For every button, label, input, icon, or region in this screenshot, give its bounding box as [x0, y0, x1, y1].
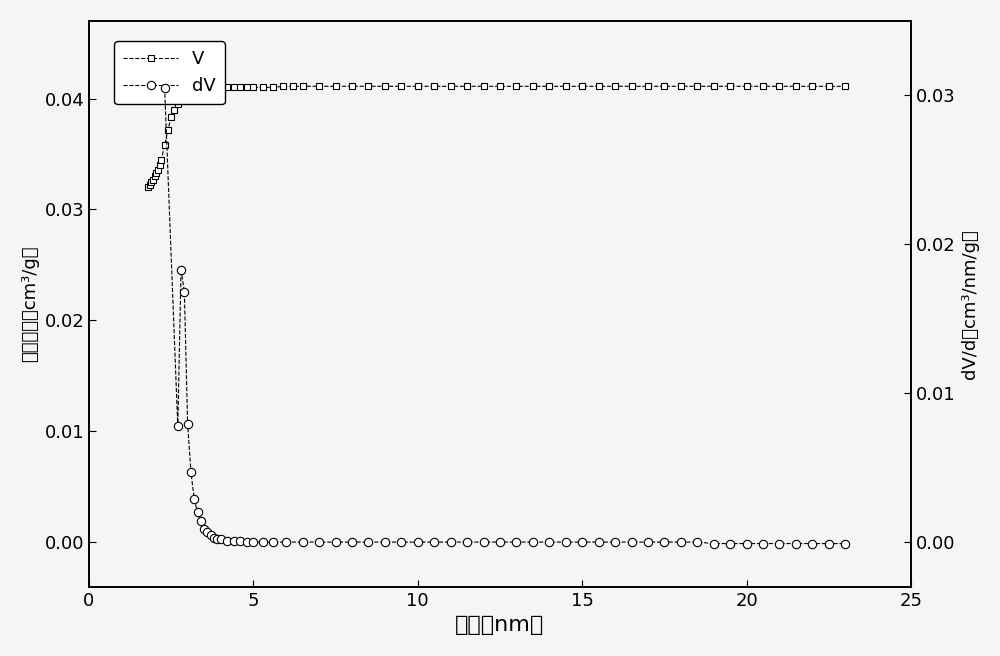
V — [346, 83, 358, 91]
V — [198, 85, 210, 92]
dV — [178, 288, 190, 296]
V — [691, 83, 703, 91]
X-axis label: 孔径（nm）: 孔径（nm） — [455, 615, 545, 635]
dV — [159, 84, 171, 92]
V — [142, 183, 154, 191]
V — [839, 83, 851, 91]
Line: V: V — [145, 83, 849, 191]
dV — [560, 538, 572, 546]
dV — [708, 540, 720, 548]
Y-axis label: dV/d（cm³/nm/g）: dV/d（cm³/nm/g） — [961, 229, 979, 379]
Line: dV: dV — [160, 84, 849, 548]
V — [277, 83, 289, 91]
V — [675, 83, 687, 91]
V — [182, 90, 194, 98]
Legend: V, dV: V, dV — [114, 41, 225, 104]
V — [159, 141, 171, 149]
dV — [175, 266, 187, 274]
dV — [543, 538, 555, 546]
dV — [221, 537, 233, 544]
Y-axis label: 累积孔容（cm³/g）: 累积孔容（cm³/g） — [21, 245, 39, 362]
dV — [313, 538, 325, 546]
dV — [839, 540, 851, 548]
